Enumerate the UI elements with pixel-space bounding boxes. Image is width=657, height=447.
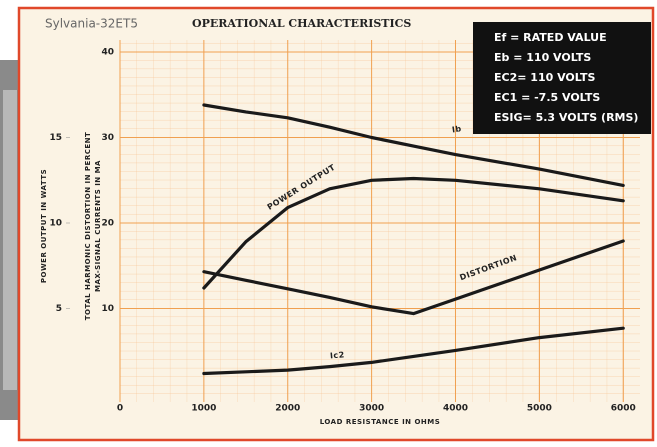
x-tick-label: 4000 — [443, 404, 468, 414]
condition: ESIG= 5.3 VOLTS (RMS) — [494, 111, 638, 124]
condition: Ef = RATED VALUE — [494, 31, 607, 44]
y2-tick-label: 15 — [49, 133, 62, 143]
x-tick-label: 2000 — [275, 404, 300, 414]
curve-label: Ic2 — [330, 350, 346, 360]
x-tick-label: 3000 — [359, 404, 384, 414]
condition: Eb = 110 VOLTS — [494, 51, 591, 64]
condition: EC2= 110 VOLTS — [494, 71, 595, 84]
y-tick-label: 20 — [101, 219, 114, 229]
y-tick-label: 40 — [101, 48, 114, 58]
x-axis-label: LOAD RESISTANCE IN OHMS — [320, 418, 441, 426]
x-tick-label: 0 — [117, 404, 123, 414]
chart: Sylvania-32ET5 OPERATIONAL CHARACTERISTI… — [0, 0, 657, 447]
condition: EC1 = -7.5 VOLTS — [494, 91, 600, 104]
chart-title: OPERATIONAL CHARACTERISTICS — [192, 17, 411, 30]
y2-tick-label: 10 — [49, 219, 62, 229]
x-tick-label: 6000 — [611, 404, 636, 414]
tube-photo-highlight — [3, 90, 17, 390]
x-tick-label: 5000 — [527, 404, 552, 414]
x-tick-label: 1000 — [191, 404, 216, 414]
curve-label: Ib — [451, 124, 462, 134]
y2-axis-label: POWER OUTPUT IN WATTS — [40, 169, 48, 283]
brand: Sylvania-32ET5 — [45, 17, 138, 31]
y-axis-label: TOTAL HARMONIC DISTORTION IN PERCENT — [84, 132, 92, 321]
y-tick-label: 30 — [101, 133, 114, 143]
y-tick-label: 10 — [101, 304, 114, 314]
y2-tick-label: 5 — [56, 304, 62, 314]
